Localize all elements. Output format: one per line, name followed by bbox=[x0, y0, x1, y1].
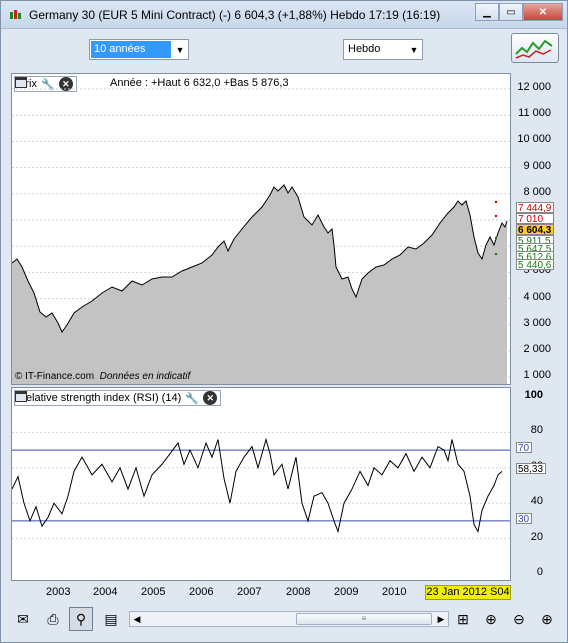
rsi-tick-label: 0 bbox=[536, 566, 543, 578]
x-tick-label: 2003 bbox=[46, 586, 71, 598]
bottom-toolbar: ✉ ⎙ ⚲ ▤ ◀ ≡ ▶ ⊞ ⊕ ⊖ ⊕ bbox=[5, 605, 565, 637]
rsi-panel-header: Relative strength index (RSI) (14) 🔧 ✕ bbox=[14, 390, 222, 406]
zoom-fit-icon[interactable]: ⊞ bbox=[457, 610, 469, 627]
maximize-button[interactable]: ▭ bbox=[499, 3, 523, 21]
price-tick-label: 12 000 bbox=[517, 81, 551, 93]
price-panel[interactable]: Prix 🔧 ✕ Année : +Haut 6 632,0 +Bas 5 87… bbox=[11, 73, 511, 385]
email-icon[interactable]: ✉ bbox=[17, 610, 29, 627]
chart-style-icon bbox=[515, 39, 553, 59]
period-value: 10 années bbox=[91, 41, 171, 58]
disclaimer-text: Données en indicatif bbox=[99, 371, 191, 382]
price-tick-label: 1 000 bbox=[523, 369, 551, 382]
zoom-out-icon[interactable]: ⊖ bbox=[513, 610, 525, 627]
close-icon[interactable]: ✕ bbox=[203, 391, 218, 405]
price-area bbox=[12, 185, 507, 384]
minimize-button[interactable]: ▁ bbox=[475, 3, 499, 21]
time-scrollbar[interactable]: ◀ ≡ ▶ bbox=[129, 611, 449, 627]
price-level-box: 7 010 bbox=[516, 213, 554, 224]
rsi-tick-label: 40 bbox=[530, 495, 543, 508]
price-level-box: 5 440,6 bbox=[516, 259, 554, 270]
rsi-level-box: 30 bbox=[516, 513, 532, 524]
price-tick-label: 8 000 bbox=[523, 185, 551, 198]
x-tick-label: 2005 bbox=[141, 586, 166, 598]
window-icon[interactable] bbox=[15, 77, 27, 88]
x-tick-label: 2007 bbox=[237, 586, 262, 598]
rsi-tick-label: 20 bbox=[530, 530, 543, 543]
price-tick-label: 9 000 bbox=[523, 159, 551, 172]
price-marker bbox=[494, 214, 498, 218]
scroll-right-icon[interactable]: ▶ bbox=[437, 614, 445, 624]
window-icon[interactable] bbox=[15, 391, 27, 402]
chart-style-button[interactable] bbox=[511, 33, 559, 63]
price-tick-label: 3 000 bbox=[523, 316, 551, 329]
chevron-down-icon: ▼ bbox=[175, 44, 185, 55]
price-line bbox=[12, 184, 508, 334]
scroll-thumb[interactable]: ≡ bbox=[296, 613, 432, 625]
interval-value: Hebdo bbox=[348, 43, 381, 55]
price-marker bbox=[494, 236, 498, 240]
price-tick-label: 10 000 bbox=[517, 133, 551, 146]
rsi-panel[interactable]: Relative strength index (RSI) (14) 🔧 ✕ bbox=[11, 387, 511, 581]
app-chart-icon bbox=[10, 10, 21, 19]
wrench-icon[interactable]: 🔧 bbox=[41, 78, 55, 91]
price-tick-label: 11 000 bbox=[518, 107, 551, 120]
link-icon[interactable]: ⚲ bbox=[69, 607, 93, 631]
title-bar: Germany 30 (EUR 5 Mini Contract) (-) 6 6… bbox=[1, 1, 567, 29]
rsi-current-value: 58,33 bbox=[516, 463, 546, 474]
price-info: Année : +Haut 6 632,0 +Bas 5 876,3 bbox=[110, 77, 289, 89]
notes-icon[interactable]: ▤ bbox=[104, 610, 118, 627]
price-marker bbox=[494, 200, 498, 204]
copyright-text: © IT-Finance.com bbox=[15, 371, 95, 382]
window-title: Germany 30 (EUR 5 Mini Contract) (-) 6 6… bbox=[29, 8, 441, 22]
x-tick-label: 2010 bbox=[382, 586, 407, 598]
x-tick-label: 2008 bbox=[286, 586, 311, 598]
x-tick-label: 2004 bbox=[93, 586, 118, 598]
rsi-level-box: 70 bbox=[516, 442, 532, 453]
price-tick-label: 4 000 bbox=[523, 290, 551, 303]
x-tick-label: 2009 bbox=[334, 586, 359, 598]
zoom-select-icon[interactable]: ⊕ bbox=[485, 610, 497, 627]
wrench-icon[interactable]: 🔧 bbox=[185, 392, 200, 405]
close-button[interactable]: ✕ bbox=[523, 3, 563, 21]
current-date-badge: 23 Jan 2012 S04 bbox=[425, 585, 511, 600]
price-chart bbox=[12, 88, 510, 384]
rsi-line bbox=[12, 437, 503, 534]
close-icon[interactable]: ✕ bbox=[58, 77, 73, 91]
rsi-panel-label: Relative strength index (RSI) (14) bbox=[18, 392, 182, 404]
interval-select[interactable]: Hebdo ▼ bbox=[343, 39, 423, 60]
x-tick-label: 2006 bbox=[189, 586, 214, 598]
price-marker bbox=[494, 252, 498, 256]
copyright-note: © IT-Finance.com Données en indicatif bbox=[15, 371, 190, 382]
rsi-tick-label: 100 bbox=[524, 389, 543, 401]
toolbar: 10 années ▼ Hebdo ▼ bbox=[5, 31, 563, 67]
period-select[interactable]: 10 années ▼ bbox=[89, 39, 189, 60]
price-tick-label: 2 000 bbox=[523, 343, 551, 355]
price-panel-header: Prix 🔧 ✕ bbox=[14, 76, 77, 92]
chevron-down-icon: ▼ bbox=[409, 44, 419, 55]
price-level-box: 6 604,3 bbox=[516, 224, 554, 235]
print-icon[interactable]: ⎙ bbox=[47, 610, 59, 627]
zoom-in-icon[interactable]: ⊕ bbox=[541, 610, 553, 627]
price-level-box: 7 444,9 bbox=[516, 202, 554, 213]
scroll-left-icon[interactable]: ◀ bbox=[133, 614, 141, 624]
rsi-tick-label: 80 bbox=[530, 424, 543, 437]
rsi-chart bbox=[12, 431, 510, 540]
